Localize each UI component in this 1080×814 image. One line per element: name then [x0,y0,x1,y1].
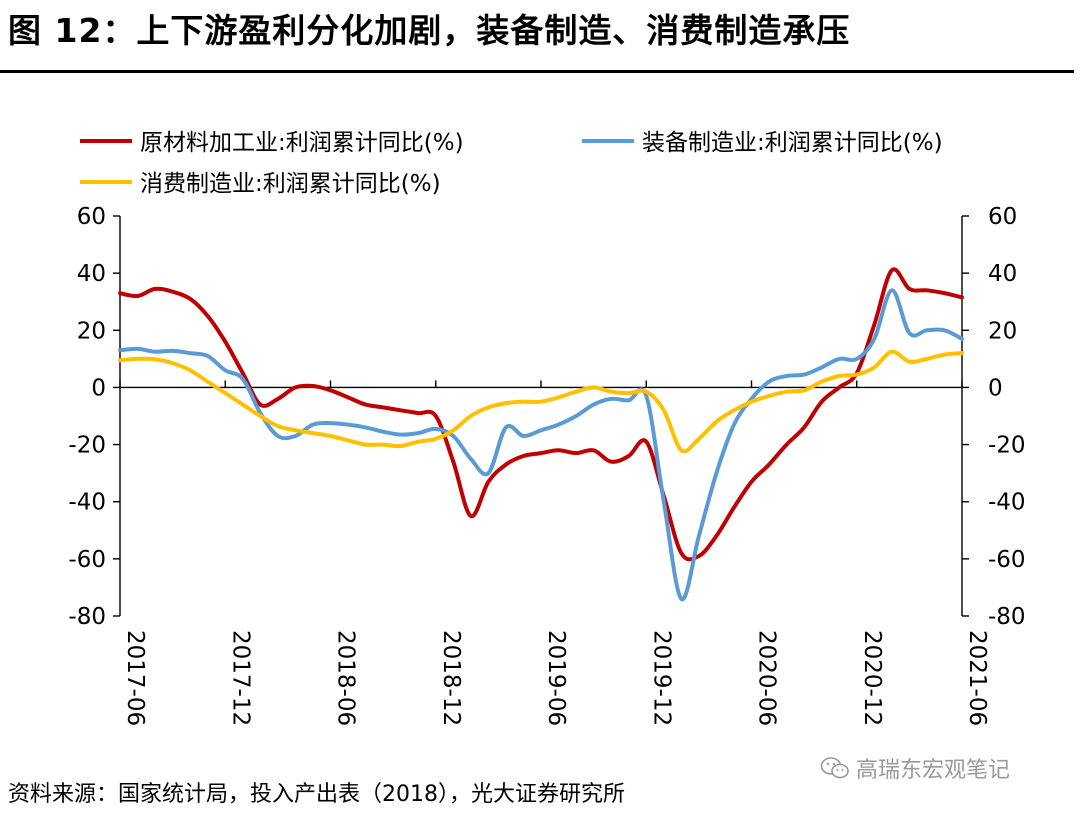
x-tick-label: 2018-12 [438,630,464,726]
x-tick-label: 2017-06 [122,630,148,726]
y-tick-label-left: -20 [68,433,106,459]
chart-legend: 原材料加工业:利润累计同比(%) 装备制造业:利润累计同比(%) 消费制造业:利润累… [80,130,943,197]
y-tick-label-left: 40 [77,261,106,287]
y-tick-label-right: 40 [988,261,1017,287]
y-tick-label-right: 20 [988,318,1017,344]
y-tick-label-left: 0 [91,375,106,401]
figure-title: 图 12：上下游盈利分化加剧，装备制造、消费制造承压 [8,11,851,50]
y-tick-label-right: -20 [988,433,1026,459]
watermark-text: 高瑞东宏观笔记 [856,758,1011,783]
legend-label-2: 装备制造业:利润累计同比(%) [642,130,943,156]
source-note: 资料来源：国家统计局，投入产出表（2018），光大证券研究所 [8,782,625,807]
y-tick-label-right: -80 [988,604,1026,630]
y-tick-label-right: -60 [988,547,1026,573]
y-tick-label-right: -40 [988,490,1026,516]
x-tick-label: 2017-12 [227,630,253,726]
watermark: 高瑞东宏观笔记 [820,752,1010,784]
x-tick-label: 2018-06 [333,630,359,726]
chart-series [118,267,964,601]
y-tick-label-right: 0 [988,375,1003,401]
y-tick-label-right: 60 [988,204,1017,230]
x-tick-label: 2020-06 [754,630,780,726]
y-tick-label-left: -40 [68,490,106,516]
x-tick-label: 2020-12 [859,630,885,726]
x-tick-label: 2019-12 [648,630,674,726]
series-line-2 [118,288,964,601]
y-tick-label-left: 20 [77,318,106,344]
legend-label-3: 消费制造业:利润累计同比(%) [140,171,441,197]
wechat-icon [820,757,849,779]
y-tick-label-left: 60 [77,204,106,230]
series-line-3 [118,349,964,454]
title-rule [0,70,1074,73]
x-tick-label: 2019-06 [543,630,569,726]
x-tick-label: 2021-06 [964,630,990,726]
y-tick-label-left: -60 [68,547,106,573]
legend-label-1: 原材料加工业:利润累计同比(%) [140,130,464,156]
series-line-1 [118,267,964,562]
y-tick-label-left: -80 [68,604,106,630]
